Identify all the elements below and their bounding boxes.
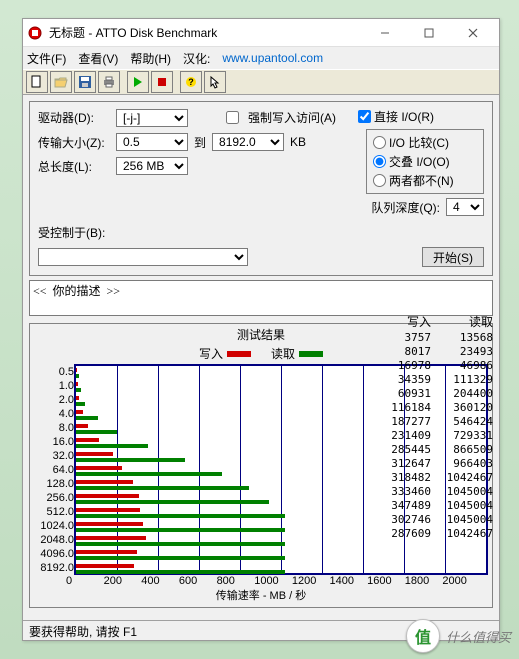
direct-io-label: 直接 I/O(R) (374, 108, 434, 125)
app-window: 无标题 - ATTO Disk Benchmark 文件(F) 查看(V) 帮助… (22, 18, 500, 641)
window-title: 无标题 - ATTO Disk Benchmark (49, 24, 363, 41)
watermark: 值 什么值得买 (406, 619, 511, 653)
status-text: 要获得帮助, 请按 F1 (29, 625, 137, 639)
results-table: 写入读取 37571356880172349316978469863435911… (383, 315, 493, 541)
han-link[interactable]: www.upantool.com (222, 51, 323, 65)
tb-cursor-icon[interactable] (204, 71, 226, 93)
tb-open-icon[interactable] (50, 71, 72, 93)
tb-print-icon[interactable] (98, 71, 120, 93)
controlled-by-label: 受控制于(B): (38, 224, 105, 241)
xfer-label: 传输大小(Z): (38, 134, 110, 151)
xfer-to-label: 到 (194, 134, 206, 151)
watermark-icon: 值 (406, 619, 440, 653)
svg-text:?: ? (188, 77, 194, 87)
menu-file[interactable]: 文件(F) (27, 50, 66, 67)
tb-separator (175, 71, 178, 93)
tb-stop-icon[interactable] (151, 71, 173, 93)
menu-han-label: 汉化: (183, 50, 210, 67)
start-button[interactable]: 开始(S) (422, 247, 484, 267)
legend-read-swatch (299, 351, 323, 357)
description-input[interactable]: << 你的描述 >> (29, 280, 493, 316)
radio-compare[interactable] (373, 136, 386, 149)
controlled-by-select[interactable] (38, 248, 248, 266)
queue-select[interactable]: 4 (446, 198, 484, 216)
chart-x-labels: 0200400600800100012001400160018002000 (74, 575, 488, 587)
tb-start-icon[interactable] (127, 71, 149, 93)
queue-label: 队列深度(Q): (371, 199, 440, 216)
title-bar: 无标题 - ATTO Disk Benchmark (23, 19, 499, 47)
close-button[interactable] (451, 19, 495, 47)
tb-save-icon[interactable] (74, 71, 96, 93)
tb-help-icon[interactable]: ? (180, 71, 202, 93)
menu-view[interactable]: 查看(V) (78, 50, 118, 67)
force-write-checkbox[interactable] (226, 111, 239, 124)
maximize-button[interactable] (407, 19, 451, 47)
xfer-from-select[interactable]: 0.5 (116, 133, 188, 151)
tb-separator (122, 71, 125, 93)
watermark-text: 什么值得买 (446, 627, 511, 646)
toolbar: ? (23, 69, 499, 95)
length-select[interactable]: 256 MB (116, 157, 188, 175)
chart-y-labels: 0.51.02.04.08.016.032.064.0128.0256.0512… (34, 364, 74, 575)
drive-select[interactable]: [-j-] (116, 109, 188, 127)
mode-group: I/O 比较(C) 交叠 I/O(O) 两者都不(N) (366, 129, 484, 194)
direct-io-checkbox[interactable] (358, 110, 371, 123)
force-write-label: 强制写入访问(A) (248, 109, 336, 126)
menu-bar: 文件(F) 查看(V) 帮助(H) 汉化: www.upantool.com (23, 47, 499, 69)
length-label: 总长度(L): (38, 158, 110, 175)
chart-x-caption: 传输速率 - MB / 秒 (34, 587, 488, 603)
radio-neither[interactable] (373, 174, 386, 187)
description-box: << 你的描述 >> (29, 280, 493, 319)
settings-panel: 驱动器(D): [-j-] 强制写入访问(A) 传输大小(Z): 0.5 到 8… (29, 101, 493, 276)
tb-new-icon[interactable] (26, 71, 48, 93)
xfer-unit-label: KB (290, 135, 306, 149)
drive-label: 驱动器(D): (38, 109, 110, 126)
minimize-button[interactable] (363, 19, 407, 47)
menu-help[interactable]: 帮助(H) (130, 50, 171, 67)
xfer-to-select[interactable]: 8192.0 (212, 133, 284, 151)
radio-overlap[interactable] (373, 155, 386, 168)
app-icon (27, 25, 43, 41)
legend-write-swatch (227, 351, 251, 357)
